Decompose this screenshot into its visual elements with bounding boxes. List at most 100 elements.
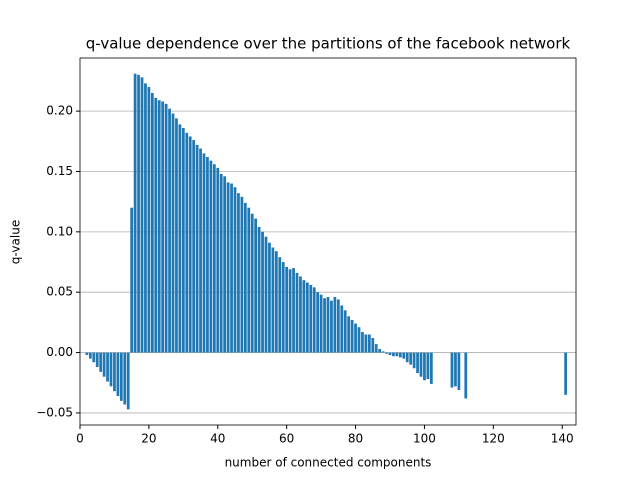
bar xyxy=(316,292,320,353)
bar xyxy=(237,193,240,353)
bar xyxy=(323,298,326,353)
bar xyxy=(564,352,568,395)
bar xyxy=(157,100,161,353)
bar xyxy=(85,352,89,355)
x-tick-label: 60 xyxy=(279,432,294,446)
bar xyxy=(385,352,388,354)
bar xyxy=(130,207,134,353)
bar xyxy=(212,164,216,353)
bar xyxy=(185,132,189,353)
bar xyxy=(292,268,295,353)
bar xyxy=(247,207,251,353)
bar xyxy=(264,236,268,353)
bar xyxy=(123,352,127,405)
bar xyxy=(340,305,344,353)
bar xyxy=(88,352,92,359)
bar xyxy=(371,338,375,353)
y-tick-label: 0.10 xyxy=(46,224,73,238)
bar xyxy=(106,352,109,382)
bar xyxy=(140,77,144,353)
bar xyxy=(226,182,230,353)
bar xyxy=(312,287,316,353)
bar xyxy=(209,160,213,353)
bar xyxy=(281,262,285,353)
bar xyxy=(168,108,171,353)
bar xyxy=(402,352,406,359)
bar xyxy=(416,352,419,374)
x-axis-label: number of connected components xyxy=(225,456,432,470)
bar xyxy=(102,352,106,377)
y-tick-label: 0.05 xyxy=(46,285,73,299)
bar xyxy=(454,352,457,387)
bar xyxy=(154,97,158,353)
bar xyxy=(378,348,382,353)
x-tick-label: 80 xyxy=(348,432,363,446)
bar xyxy=(347,316,351,353)
bar xyxy=(116,352,120,397)
bar xyxy=(192,140,196,353)
bar xyxy=(216,167,220,353)
bar xyxy=(412,352,416,369)
bar xyxy=(288,269,292,353)
bar xyxy=(274,251,278,353)
x-tick-label: 140 xyxy=(551,432,574,446)
bar xyxy=(126,352,130,410)
bar xyxy=(354,323,357,353)
bar xyxy=(333,297,337,353)
bar xyxy=(161,101,165,353)
bar xyxy=(137,74,140,353)
y-tick-label: 0.00 xyxy=(46,345,73,359)
bar xyxy=(188,136,192,353)
bar xyxy=(178,124,182,353)
bar xyxy=(240,196,244,353)
bar xyxy=(336,299,340,353)
bar xyxy=(278,257,282,353)
bar xyxy=(164,103,168,353)
bar xyxy=(305,282,309,353)
bar xyxy=(398,352,402,358)
bar xyxy=(254,218,258,353)
bar xyxy=(367,334,371,353)
y-tick-label: 0.15 xyxy=(46,164,73,178)
bar xyxy=(405,352,409,363)
bar xyxy=(457,352,461,390)
bar xyxy=(357,327,361,353)
bar xyxy=(243,202,247,353)
y-axis-label: q-value xyxy=(9,220,23,264)
bar xyxy=(429,352,433,384)
bar xyxy=(419,352,423,377)
y-tick-label: 0.20 xyxy=(46,104,73,118)
bar xyxy=(199,148,202,353)
y-tick-label: −0.05 xyxy=(36,405,73,419)
bar xyxy=(230,183,233,353)
bar xyxy=(343,310,347,353)
bar xyxy=(181,128,185,353)
bar xyxy=(144,83,147,353)
bar xyxy=(381,351,385,353)
x-tick-label: 100 xyxy=(413,432,436,446)
bar xyxy=(233,187,237,353)
bar xyxy=(250,213,254,353)
bar xyxy=(450,352,454,388)
bar xyxy=(92,352,96,363)
bar xyxy=(268,242,271,353)
bar xyxy=(113,352,116,392)
bar xyxy=(423,352,426,381)
bar xyxy=(261,231,264,353)
bar xyxy=(319,294,323,353)
x-tick-label: 20 xyxy=(141,432,156,446)
bar xyxy=(219,173,223,353)
bar xyxy=(119,352,123,401)
bar xyxy=(392,352,395,357)
bar xyxy=(271,247,275,353)
bar xyxy=(202,153,206,353)
bar xyxy=(299,276,302,353)
bar xyxy=(374,344,378,353)
bar xyxy=(330,300,333,353)
bar xyxy=(175,118,178,353)
bar xyxy=(133,73,137,353)
bar xyxy=(302,280,306,353)
bar xyxy=(464,352,468,399)
bar xyxy=(295,272,299,353)
